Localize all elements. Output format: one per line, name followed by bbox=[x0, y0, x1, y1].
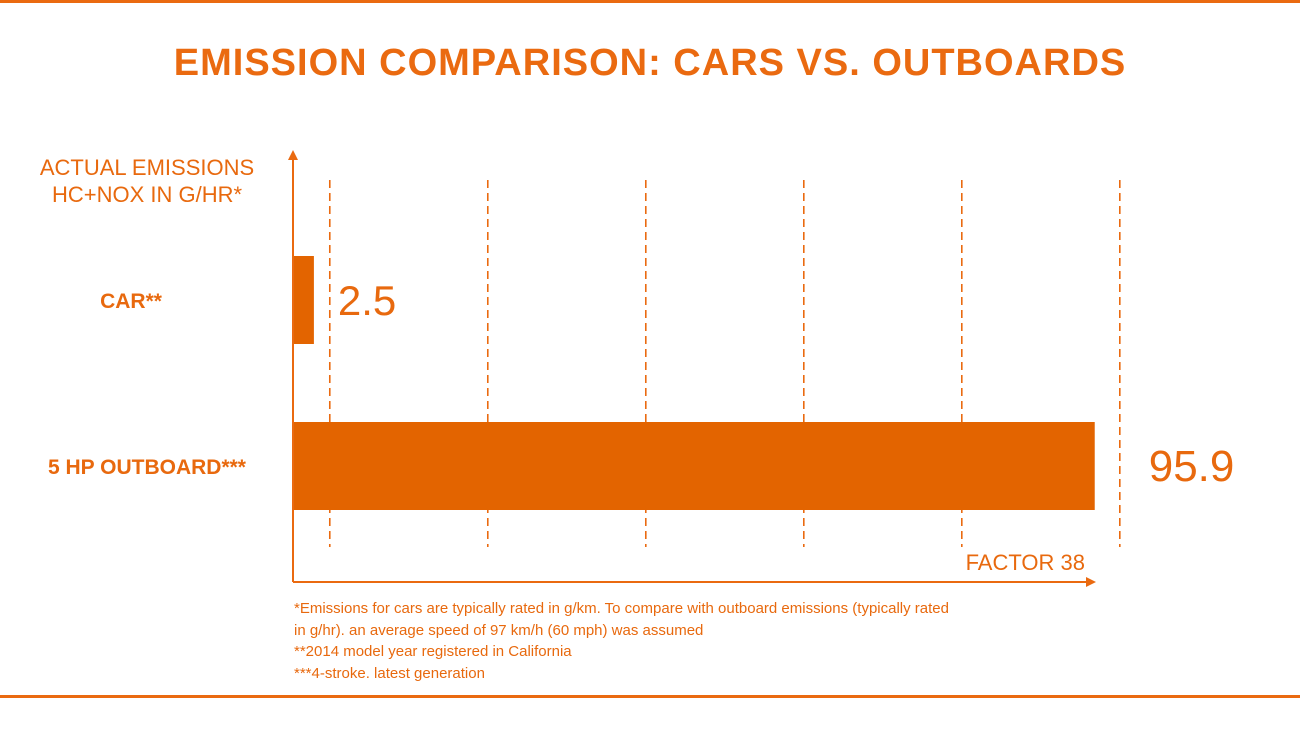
chart-title: EMISSION COMPARISON: CARS VS. OUTBOARDS bbox=[174, 42, 1126, 84]
value-label-2: 95.9 bbox=[1149, 442, 1235, 491]
factor-annotation: FACTOR 38 bbox=[966, 550, 1085, 575]
footnotes: *Emissions for cars are typically rated … bbox=[294, 598, 1114, 684]
y-axis-arrow bbox=[288, 150, 298, 160]
bar-2 bbox=[293, 422, 1095, 510]
y-axis-label-line-2: HC+NOX IN G/HR* bbox=[52, 182, 243, 207]
bottom-rule bbox=[0, 695, 1300, 698]
x-axis-arrow bbox=[1086, 577, 1096, 587]
bar-1 bbox=[293, 256, 314, 344]
footnote-line: ***4-stroke. latest generation bbox=[294, 664, 485, 682]
footnote-line: *Emissions for cars are typically rated … bbox=[294, 600, 949, 617]
category-label-2: 5 HP OUTBOARD*** bbox=[48, 456, 247, 479]
category-label-1: CAR** bbox=[100, 290, 163, 313]
value-label-1: 2.5 bbox=[338, 277, 396, 324]
footnote-line: **2014 model year registered in Californ… bbox=[294, 643, 572, 660]
y-axis-label-line-1: ACTUAL EMISSIONS bbox=[40, 155, 254, 180]
footnote-line: in g/hr). an average speed of 97 km/h (6… bbox=[294, 621, 704, 639]
top-rule bbox=[0, 0, 1300, 3]
